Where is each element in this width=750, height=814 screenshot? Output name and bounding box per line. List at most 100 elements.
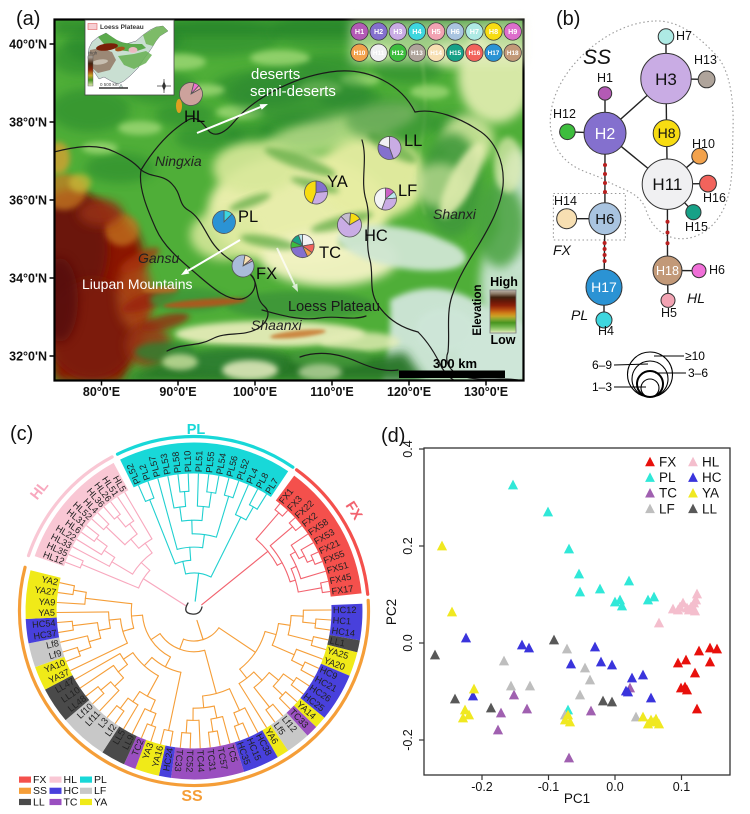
svg-text:HC12: HC12: [333, 605, 357, 615]
svg-text:H10: H10: [692, 137, 715, 151]
svg-text:FX: FX: [256, 265, 277, 283]
svg-text:SS: SS: [33, 785, 47, 797]
svg-text:LL: LL: [33, 796, 45, 808]
svg-text:H16: H16: [703, 191, 726, 205]
svg-text:YA9: YA9: [38, 597, 55, 608]
svg-text:H11: H11: [373, 50, 385, 57]
svg-text:0.0: 0.0: [401, 634, 415, 651]
svg-text:SS: SS: [181, 788, 203, 805]
svg-text:H2: H2: [595, 126, 616, 143]
svg-text:TC5: TC5: [225, 744, 239, 763]
svg-text:H15: H15: [685, 220, 708, 234]
svg-text:Loess Plateau: Loess Plateau: [100, 24, 144, 31]
svg-text:40°0'N: 40°0'N: [9, 38, 47, 52]
svg-text:HC14: HC14: [331, 625, 356, 638]
svg-text:H18: H18: [507, 50, 519, 57]
svg-text:semi-deserts: semi-deserts: [250, 83, 336, 100]
svg-text:H4: H4: [412, 27, 421, 36]
svg-text:Low: Low: [491, 333, 516, 347]
svg-text:FX: FX: [342, 499, 366, 523]
svg-text:H18: H18: [656, 264, 679, 278]
svg-text:(d): (d): [381, 425, 405, 447]
svg-text:High: High: [88, 51, 98, 56]
svg-text:PL: PL: [659, 470, 676, 485]
svg-text:PL55: PL55: [204, 451, 216, 473]
svg-text:PL: PL: [94, 774, 107, 786]
svg-text:Ningxia: Ningxia: [155, 153, 202, 169]
svg-text:HL: HL: [184, 108, 205, 126]
svg-text:LF: LF: [398, 182, 417, 200]
svg-text:TC52: TC52: [184, 750, 195, 773]
svg-text:3–6: 3–6: [688, 366, 708, 380]
svg-text:H5: H5: [661, 306, 677, 320]
svg-text:TC33: TC33: [173, 749, 185, 772]
svg-text:0 500 km: 0 500 km: [100, 82, 119, 87]
svg-text:PL10: PL10: [182, 450, 193, 472]
svg-text:300 km: 300 km: [433, 356, 477, 371]
svg-text:YA: YA: [702, 486, 719, 501]
svg-text:H17: H17: [591, 279, 617, 295]
svg-text:FX: FX: [553, 242, 572, 258]
svg-text:H13: H13: [694, 53, 717, 67]
svg-text:H8: H8: [489, 27, 498, 36]
svg-text:H6: H6: [709, 263, 725, 277]
svg-text:-0.2: -0.2: [401, 729, 415, 751]
svg-text:YA2: YA2: [41, 574, 59, 587]
svg-text:FX: FX: [659, 455, 676, 470]
svg-text:H14: H14: [554, 194, 577, 208]
svg-text:1–3: 1–3: [592, 380, 612, 394]
svg-text:PL: PL: [238, 208, 258, 226]
svg-text:deserts: deserts: [251, 66, 300, 83]
svg-text:TC31: TC31: [205, 748, 218, 771]
svg-text:0.2: 0.2: [401, 537, 415, 554]
svg-text:Elevation: Elevation: [472, 284, 484, 335]
svg-text:H15: H15: [449, 50, 461, 57]
svg-text:H6: H6: [595, 211, 614, 228]
svg-text:0.1: 0.1: [673, 780, 690, 794]
svg-text:TC: TC: [659, 486, 677, 501]
svg-text:H6: H6: [451, 27, 460, 36]
svg-text:PL: PL: [571, 307, 588, 323]
svg-text:HL: HL: [702, 455, 720, 470]
svg-text:0.4: 0.4: [401, 440, 415, 457]
svg-text:PL54: PL54: [214, 452, 228, 475]
svg-text:-0.2: -0.2: [471, 780, 493, 794]
svg-text:H3: H3: [393, 27, 402, 36]
svg-text:32°0'N: 32°0'N: [9, 350, 47, 364]
svg-text:YA5: YA5: [38, 608, 55, 618]
svg-text:PL58: PL58: [170, 451, 182, 473]
svg-text:PL51: PL51: [194, 450, 205, 472]
svg-text:H3: H3: [655, 70, 677, 89]
svg-text:HC: HC: [364, 227, 388, 245]
svg-text:H1: H1: [597, 71, 613, 85]
svg-text:LF: LF: [94, 785, 106, 797]
svg-text:HC24: HC24: [161, 747, 175, 772]
svg-text:PC1: PC1: [564, 791, 590, 806]
svg-text:H11: H11: [652, 175, 682, 194]
svg-text:YA27: YA27: [34, 585, 57, 598]
svg-text:H9: H9: [508, 27, 517, 36]
svg-text:H16: H16: [469, 50, 481, 57]
svg-text:HL: HL: [687, 290, 705, 306]
svg-text:Lf8: Lf8: [45, 638, 60, 651]
svg-text:TC: TC: [64, 796, 78, 808]
svg-text:Loess Plateau: Loess Plateau: [288, 299, 380, 315]
svg-text:HC: HC: [702, 470, 722, 485]
svg-text:YA: YA: [327, 173, 348, 191]
svg-text:LL1: LL1: [329, 636, 346, 649]
svg-text:-0.1: -0.1: [538, 780, 560, 794]
svg-text:(a): (a): [16, 8, 40, 30]
svg-text:38°0'N: 38°0'N: [9, 116, 47, 130]
svg-text:HL: HL: [28, 478, 53, 503]
svg-text:110°0'E: 110°0'E: [310, 385, 353, 399]
svg-text:6–9: 6–9: [592, 358, 612, 372]
svg-text:36°0'N: 36°0'N: [9, 194, 47, 208]
svg-text:YA3: YA3: [141, 741, 156, 760]
svg-text:YA: YA: [94, 796, 107, 808]
svg-text:H4: H4: [598, 324, 614, 338]
svg-text:FX: FX: [33, 774, 46, 786]
svg-text:TC44: TC44: [195, 750, 206, 773]
svg-text:0.0: 0.0: [606, 780, 623, 794]
svg-text:H10: H10: [354, 50, 366, 57]
svg-text:90°0'E: 90°0'E: [159, 385, 196, 399]
